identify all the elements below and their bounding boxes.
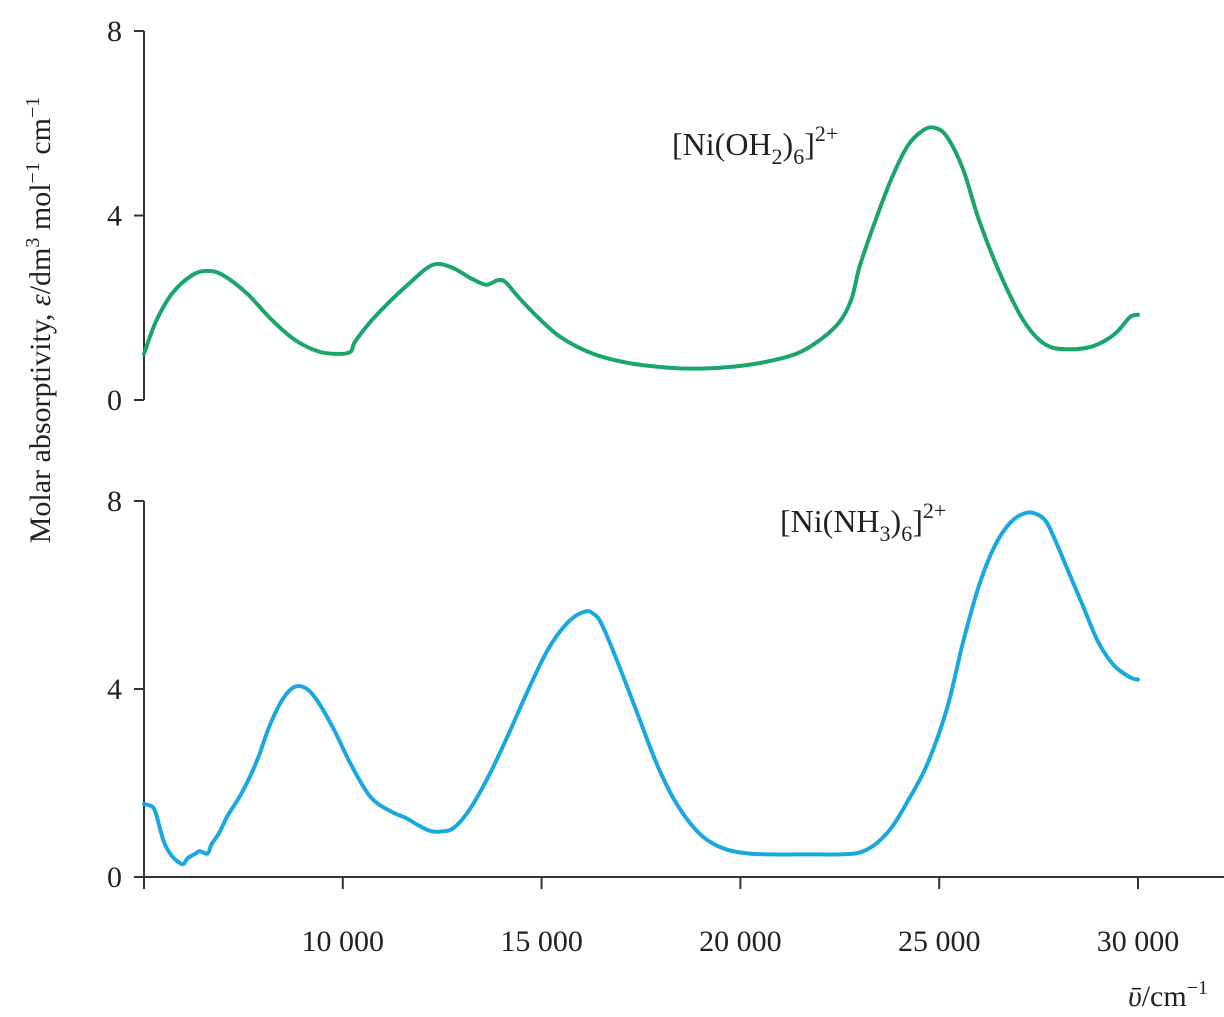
y-tick-label-ni-oh2-4: 4 <box>107 200 122 233</box>
label-ni-nh3-sub1: 3 <box>880 521 891 546</box>
panel-ni-nh3: 0 4 8 <box>107 485 1140 894</box>
series-line-ni-oh2 <box>142 125 1140 371</box>
y-tick-label-ni-nh3-0: 0 <box>107 861 122 894</box>
x-axis-title-sup: −1 <box>1187 977 1208 999</box>
label-ni-nh3-open: [Ni(NH <box>780 503 880 539</box>
label-ni-nh3-sub2: 6 <box>901 521 912 546</box>
y-axis-title-sup3: −1 <box>22 97 44 118</box>
label-ni-oh2: [Ni(OH2)6]2+ <box>672 121 838 169</box>
y-axis-title-cm: cm <box>24 118 57 162</box>
panel-ni-oh2: 0 4 8 <box>107 15 1140 417</box>
y-axis-title-main: Molar absorptivity, <box>24 306 57 543</box>
label-ni-nh3: [Ni(NH3)6]2+ <box>780 498 946 546</box>
label-ni-oh2-open: [Ni(OH <box>672 126 772 162</box>
label-ni-nh3-close: ) <box>891 503 902 539</box>
series-line-ni-nh3 <box>142 510 1140 867</box>
x-axis-title-unit: /cm <box>1142 980 1187 1013</box>
x-tick-label-30000: 30 000 <box>1097 925 1180 958</box>
y-axis-title-unit: /dm <box>24 248 57 295</box>
y-tick-label-ni-nh3-4: 4 <box>107 673 122 706</box>
x-axis-title: ῡ/cm−1 <box>1128 977 1208 1013</box>
x-tick-label-15000: 15 000 <box>500 925 583 958</box>
x-tick-label-10000: 10 000 <box>302 925 385 958</box>
label-ni-oh2-sub2: 6 <box>793 144 804 169</box>
label-ni-oh2-sub1: 2 <box>772 144 783 169</box>
label-ni-nh3-charge: 2+ <box>923 498 946 523</box>
y-axis-title-sup2: −1 <box>22 162 44 183</box>
label-ni-oh2-charge: 2+ <box>815 121 838 146</box>
x-tick-label-20000: 20 000 <box>699 925 782 958</box>
y-tick-label-ni-oh2-8: 8 <box>107 15 122 48</box>
y-axis-title: Molar absorptivity, ε/dm3 mol−1 cm−1 <box>22 97 57 544</box>
y-axis-title-symbol: ε <box>24 294 57 306</box>
y-tick-label-ni-oh2-0: 0 <box>107 384 122 417</box>
y-tick-label-ni-nh3-8: 8 <box>107 485 122 518</box>
label-ni-oh2-close: ) <box>783 126 794 162</box>
label-ni-nh3-bracket: ] <box>912 503 923 539</box>
x-tick-label-25000: 25 000 <box>898 925 981 958</box>
y-axis-title-mol: mol <box>24 183 57 237</box>
y-axis-title-sup1: 3 <box>22 238 44 248</box>
label-ni-oh2-bracket: ] <box>804 126 815 162</box>
x-axis-title-symbol: ῡ <box>1128 980 1142 1013</box>
x-axis: 10 000 15 000 20 000 25 000 30 000 <box>143 876 1224 958</box>
